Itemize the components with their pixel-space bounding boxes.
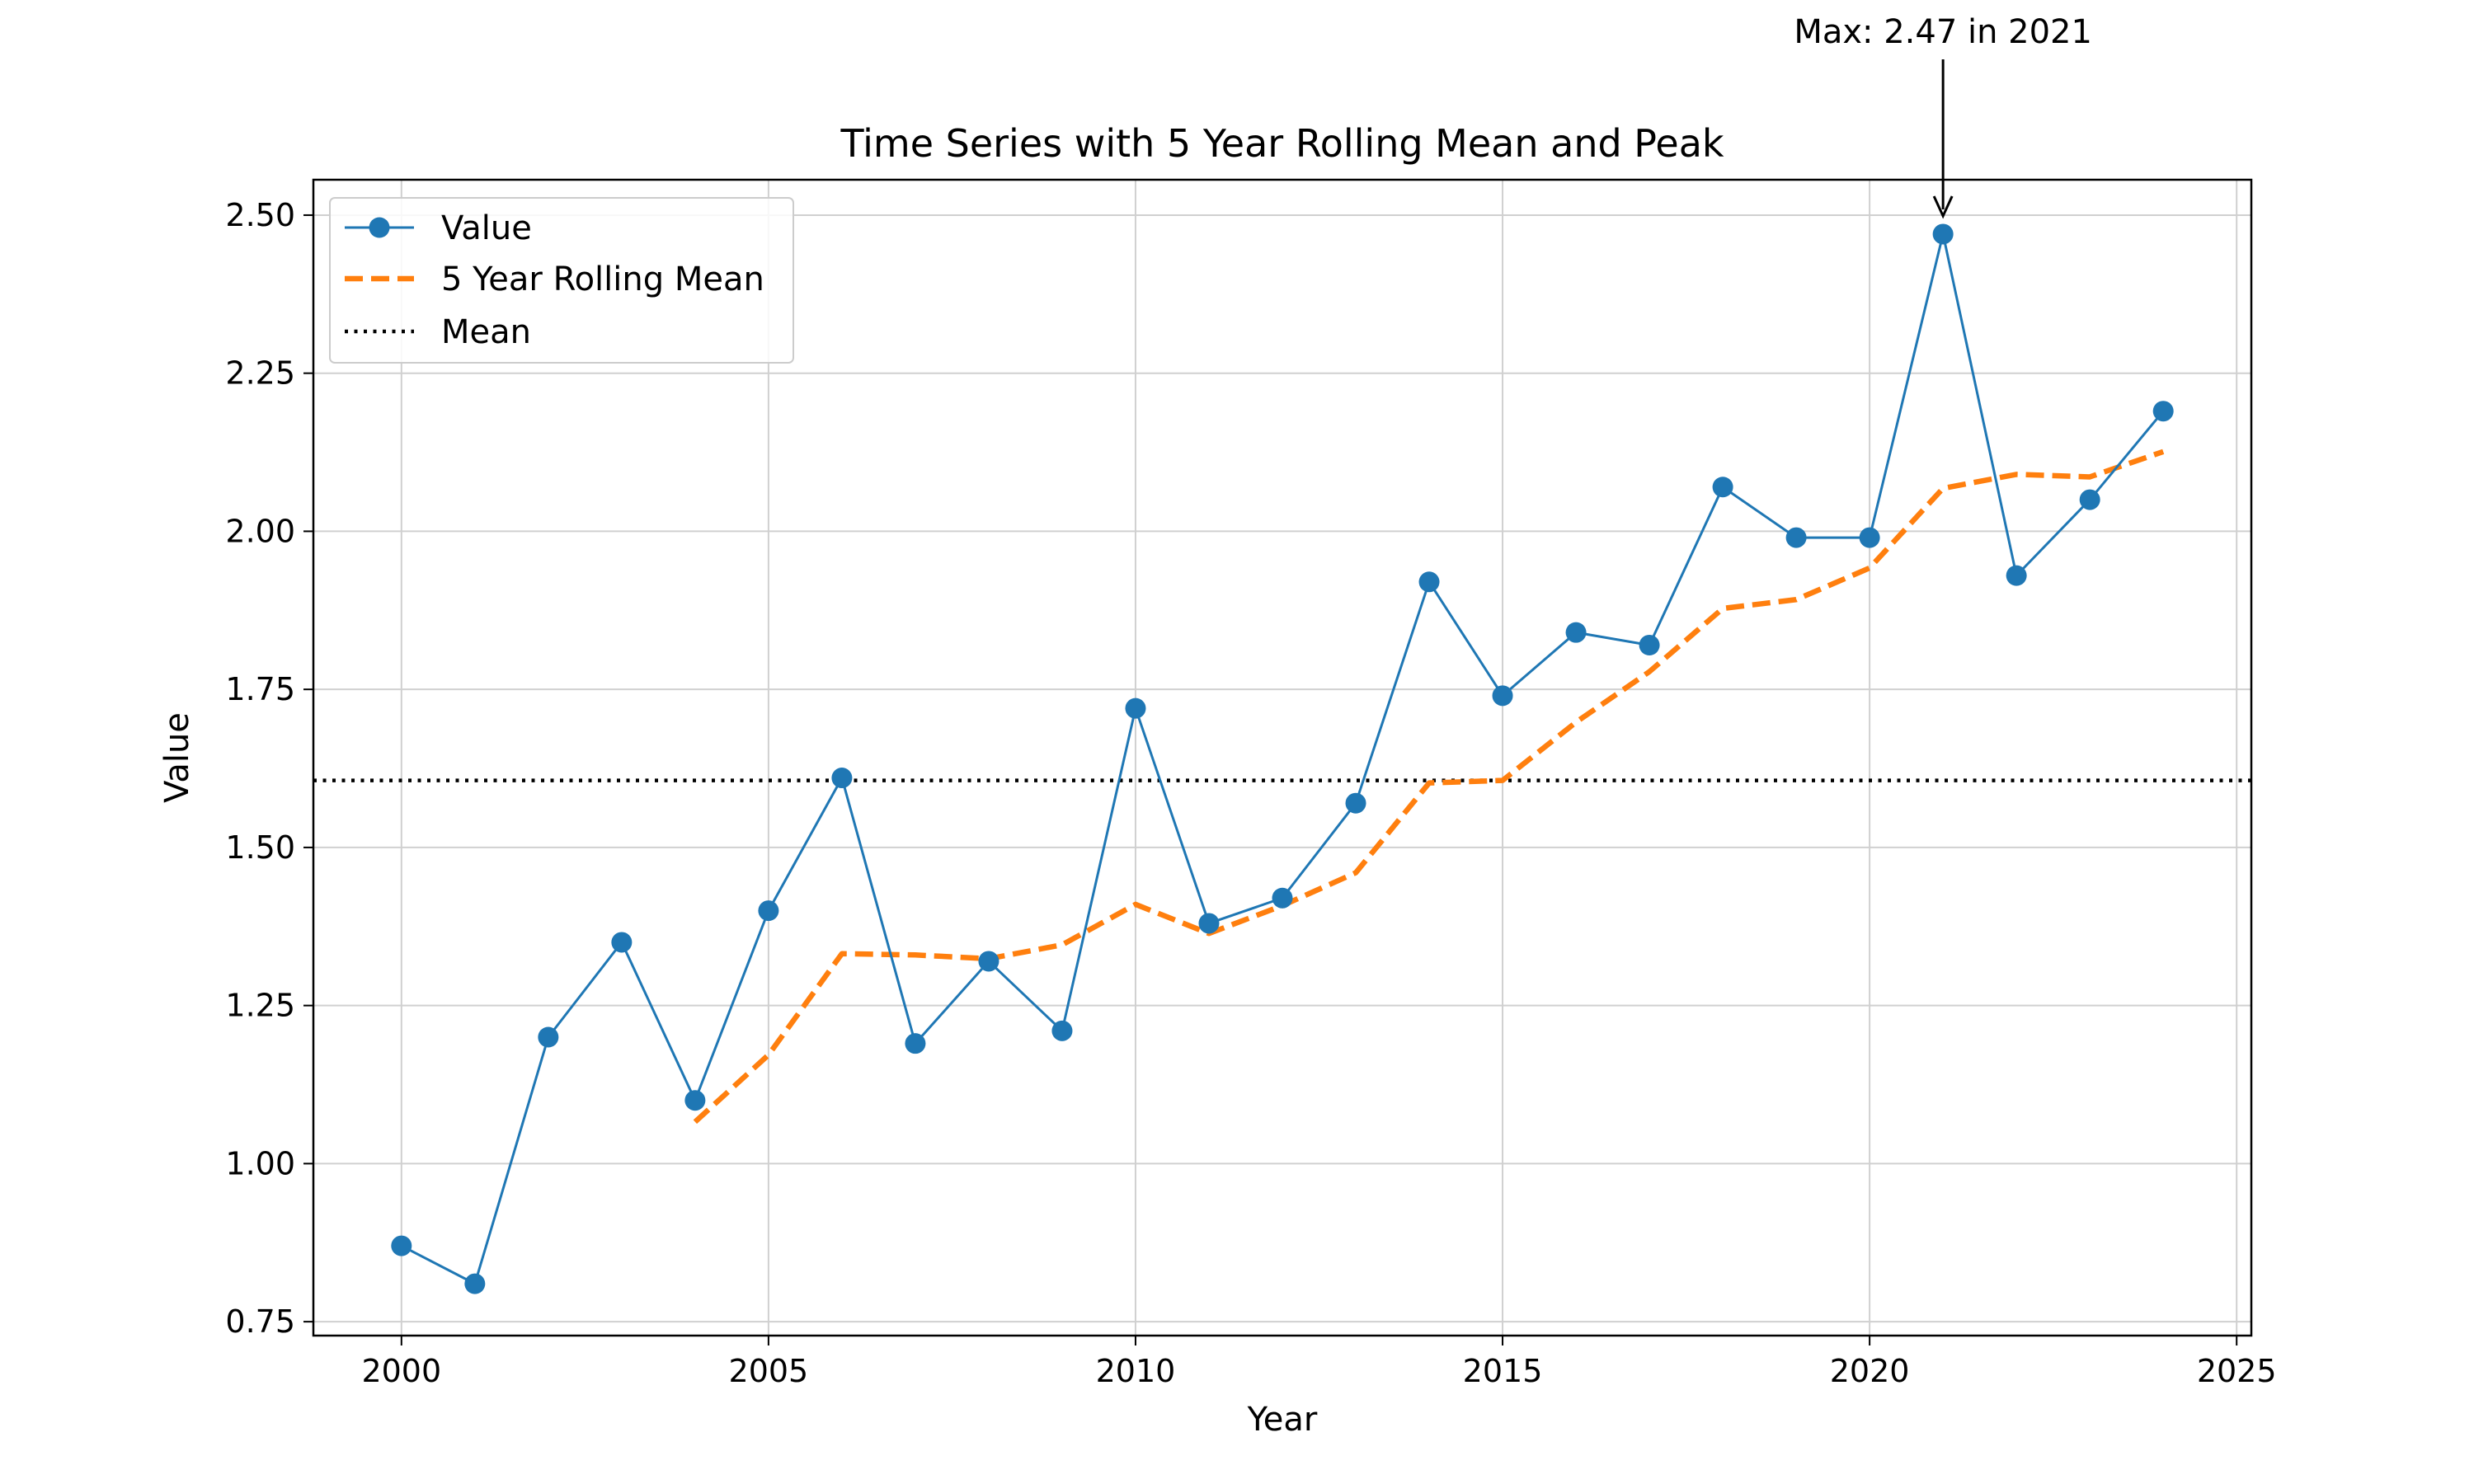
x-tick-label: 2015	[1463, 1353, 1543, 1389]
grid	[313, 180, 2251, 1336]
y-tick-label: 1.75	[225, 671, 295, 707]
value-point	[1418, 571, 1440, 593]
x-tick-label: 2020	[1830, 1353, 1910, 1389]
value-point	[391, 1235, 412, 1256]
y-tick-label: 1.25	[225, 988, 295, 1024]
value-point	[1639, 634, 1660, 655]
series	[391, 223, 2174, 1294]
value-point	[611, 932, 633, 953]
value-point	[1198, 913, 1220, 934]
value-point	[1712, 477, 1733, 498]
value-point	[2006, 565, 2027, 586]
value-point	[978, 951, 999, 972]
legend-label-mean: Mean	[441, 313, 531, 351]
value-point	[1345, 792, 1366, 814]
y-axis-label: Value	[158, 712, 196, 803]
value-point	[1565, 622, 1587, 643]
legend-box	[329, 197, 794, 364]
y-tick-label: 1.50	[225, 829, 295, 866]
legend-marker-value	[369, 217, 390, 238]
legend-label-value: Value	[441, 209, 532, 247]
value-point	[1859, 527, 1880, 548]
value-point	[1492, 685, 1513, 707]
plot-frame	[312, 178, 2253, 1337]
x-tick-label: 2005	[729, 1353, 809, 1389]
peak-annotation-arrowhead	[1932, 195, 1954, 219]
y-tick-label: 1.00	[225, 1145, 295, 1181]
y-tick-label: 2.25	[225, 355, 295, 392]
peak-annotation-text: Max: 2.47 in 2021	[1794, 13, 2092, 51]
value-point	[758, 900, 779, 922]
y-tick-label: 2.00	[225, 513, 295, 549]
value-point	[831, 768, 853, 789]
annotation: Max: 2.47 in 2021	[1794, 13, 2092, 219]
value-point	[2152, 401, 2174, 422]
axis-ticks: 2000 2005 2010 2015 2020 2025 0.75 1.00 1.25 1.50…	[225, 197, 2276, 1389]
y-tick-label: 2.50	[225, 197, 295, 233]
value-point	[905, 1033, 926, 1054]
legend: Value 5 Year Rolling Mean Mean	[329, 197, 794, 364]
value-point	[2079, 489, 2100, 510]
value-point	[464, 1273, 486, 1294]
x-tick-label: 2000	[361, 1353, 441, 1389]
legend-label-rolling-mean: 5 Year Rolling Mean	[441, 261, 764, 298]
value-point	[1932, 223, 1954, 245]
x-tick-label: 2025	[2197, 1353, 2277, 1389]
rolling-mean-line	[693, 448, 2165, 1125]
value-point	[684, 1090, 706, 1111]
y-tick-label: 0.75	[225, 1303, 295, 1340]
value-point	[1272, 887, 1293, 909]
value-point	[538, 1026, 559, 1048]
value-point	[1051, 1020, 1073, 1041]
x-axis-label: Year	[1247, 1401, 1318, 1439]
value-point	[1785, 527, 1807, 548]
value-point	[1125, 697, 1146, 719]
x-tick-label: 2010	[1096, 1353, 1176, 1389]
chart-title: Time Series with 5 Year Rolling Mean and…	[840, 121, 1724, 166]
